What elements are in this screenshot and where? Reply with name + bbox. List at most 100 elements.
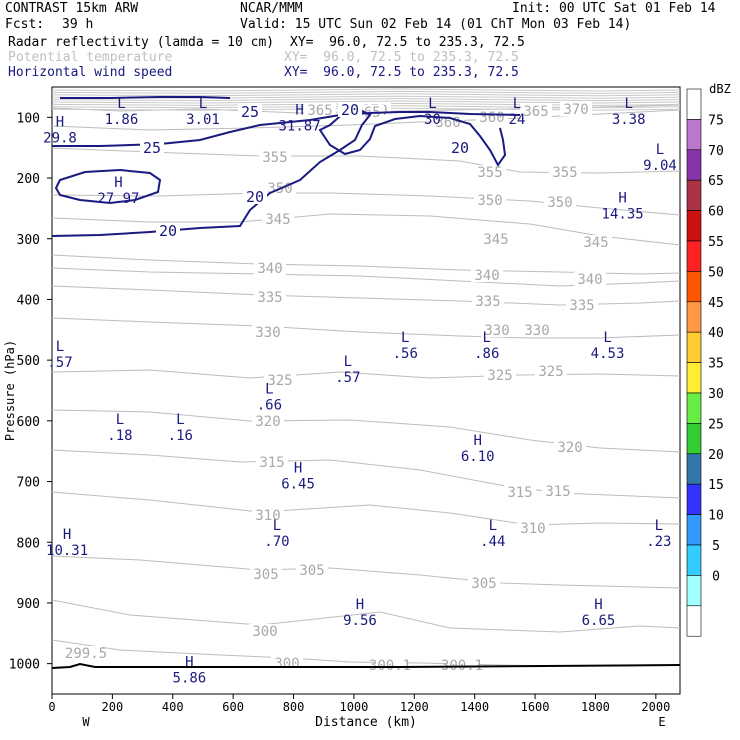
theta-label: 310 bbox=[255, 508, 280, 524]
theta-label: 365 bbox=[523, 104, 548, 120]
theta-label-bg bbox=[374, 658, 406, 672]
theta-label: 370 bbox=[563, 102, 588, 118]
extremum-value: 27.97 bbox=[97, 191, 139, 207]
x-tick-label: 1800 bbox=[581, 700, 610, 714]
extremum-marker: H bbox=[594, 597, 602, 613]
theta-label-bg bbox=[432, 115, 464, 129]
theta-label-bg bbox=[250, 567, 282, 581]
extremum-marker: L bbox=[655, 518, 663, 534]
colorbar-swatch bbox=[686, 362, 702, 394]
theta-label: 355 bbox=[552, 165, 577, 181]
extremum-marker: H bbox=[294, 460, 302, 476]
theta-label-bg bbox=[252, 325, 284, 339]
y-tick-label: 200 bbox=[17, 172, 40, 187]
field-wind-name: Horizontal wind speed bbox=[8, 65, 173, 80]
theta-label-bg bbox=[521, 323, 553, 337]
wind-label-bg bbox=[338, 102, 362, 117]
theta-label: 345 bbox=[583, 235, 608, 251]
extremum-value: 14.35 bbox=[602, 206, 644, 222]
theta-contour bbox=[51, 409, 681, 453]
colorbar-swatch bbox=[686, 210, 702, 242]
wind-contour-label: 20 bbox=[246, 188, 264, 206]
colorbar-tick-label: 45 bbox=[708, 296, 724, 311]
valid-time: Valid: 15 UTC Sun 02 Feb 14 (01 ChT Mon … bbox=[240, 17, 632, 32]
colorbar-tick-label: 20 bbox=[708, 448, 724, 463]
extremum-value: 3.38 bbox=[612, 112, 646, 128]
extremum-marker: H bbox=[63, 527, 71, 543]
wind-contour-25 bbox=[52, 111, 521, 147]
theta-label-bg bbox=[535, 364, 567, 378]
extremum-value: .56 bbox=[393, 346, 418, 362]
theta-label: 330 bbox=[484, 323, 509, 339]
theta-label-bg bbox=[254, 290, 286, 304]
field-theta-xy: XY= 96.0, 72.5 to 235.3, 72.5 bbox=[284, 50, 519, 65]
theta-contour bbox=[51, 102, 681, 106]
theta-label: 335 bbox=[569, 298, 594, 314]
theta-label-bg bbox=[296, 563, 328, 577]
theta-label: 310 bbox=[520, 521, 545, 537]
theta-label-bg bbox=[474, 193, 506, 207]
colorbar-tick-label: 70 bbox=[708, 144, 724, 159]
theta-label: 305 bbox=[471, 576, 496, 592]
wind-label-bg bbox=[156, 223, 180, 238]
theta-label-bg bbox=[566, 298, 598, 312]
extremum-value: 29.8 bbox=[43, 130, 77, 146]
theta-label-bg bbox=[472, 294, 504, 308]
extremum-marker: L bbox=[117, 96, 125, 112]
y-axis-label: Pressure (hPa) bbox=[3, 340, 17, 441]
theta-contour bbox=[51, 369, 681, 379]
colorbar-tick-label: 75 bbox=[708, 113, 724, 128]
field-reflectivity-xy: XY= 96.0, 72.5 to 235.3, 72.5 bbox=[290, 35, 525, 50]
theta-label: 335 bbox=[257, 290, 282, 306]
wind-contour-label: 25 bbox=[241, 103, 259, 121]
colorbar-tick-label: 35 bbox=[708, 357, 724, 372]
theta-contour bbox=[51, 105, 681, 109]
theta-label-bg bbox=[471, 268, 503, 282]
theta-label-bg bbox=[560, 102, 592, 116]
theta-label: 345 bbox=[265, 212, 290, 228]
theta-label-bg bbox=[262, 212, 294, 226]
extremum-marker: L bbox=[176, 412, 184, 428]
theta-label: 305 bbox=[299, 563, 324, 579]
extremum-marker: L bbox=[483, 330, 491, 346]
wind-contour-top bbox=[60, 96, 231, 99]
theta-label: 320 bbox=[255, 414, 280, 430]
theta-label: 355 bbox=[477, 165, 502, 181]
extremum-value: 9.04 bbox=[643, 158, 677, 174]
theta-label: 340 bbox=[577, 272, 602, 288]
model-title: CONTRAST 15km ARW bbox=[5, 1, 139, 16]
wind-contour-20 bbox=[51, 108, 507, 237]
extremum-marker: L bbox=[513, 96, 521, 112]
extremum-value: .44 bbox=[480, 534, 505, 550]
extremum-value: .57 bbox=[335, 370, 360, 386]
x-tick-label: 1000 bbox=[339, 700, 368, 714]
extremum-marker: L bbox=[656, 142, 664, 158]
colorbar-swatch bbox=[686, 514, 702, 546]
extremum-value: .23 bbox=[646, 534, 671, 550]
theta-label-bg bbox=[480, 232, 512, 246]
theta-label-bg bbox=[304, 103, 336, 117]
x-end-label-west: W bbox=[82, 715, 90, 729]
colorbar-swatch bbox=[686, 88, 702, 120]
theta-contour bbox=[51, 213, 681, 246]
theta-label-bg bbox=[481, 323, 513, 337]
extremum-marker: H bbox=[473, 433, 481, 449]
x-tick-label: 1600 bbox=[521, 700, 550, 714]
y-tick-label: 600 bbox=[17, 415, 40, 430]
wind-contour-20-closed bbox=[54, 168, 162, 205]
x-axis-label: Distance (km) bbox=[315, 715, 417, 730]
theta-label: 325 bbox=[538, 364, 563, 380]
extremum-marker: H bbox=[56, 114, 64, 130]
colorbar-tick-label: 25 bbox=[708, 417, 724, 432]
theta-label-bg bbox=[554, 440, 586, 454]
theta-contour bbox=[51, 88, 681, 92]
theta-contour bbox=[51, 555, 681, 589]
theta-label: 340 bbox=[474, 268, 499, 284]
extremum-marker: L bbox=[428, 96, 436, 112]
colorbar-tick-label: 60 bbox=[708, 205, 724, 220]
fcst-label: Fcst: bbox=[5, 17, 45, 32]
extremum-marker: H bbox=[295, 102, 303, 118]
theta-label-bg bbox=[252, 414, 284, 428]
theta-label: 315 bbox=[507, 485, 532, 501]
